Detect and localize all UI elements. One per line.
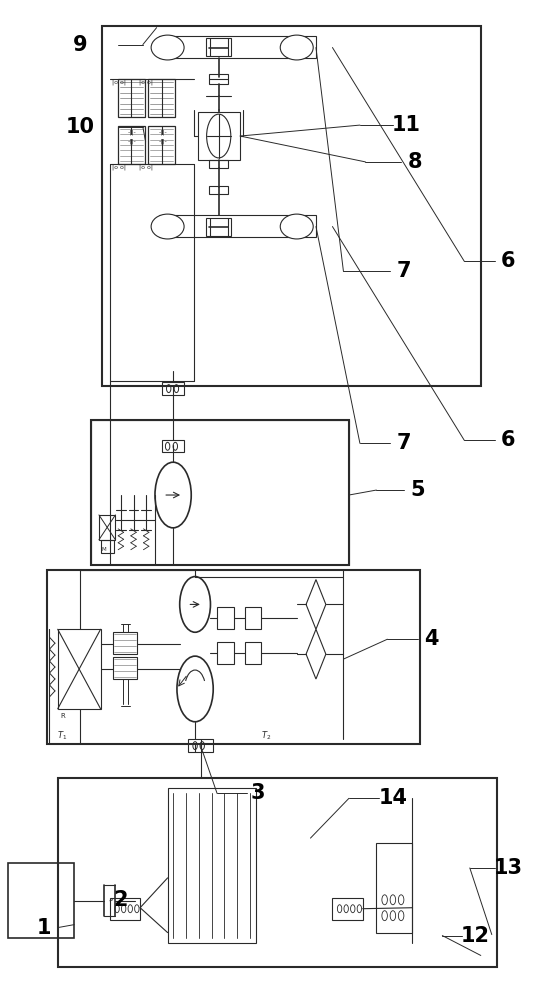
Bar (100, 540, 114, 553)
Text: -||-: -||- (128, 139, 137, 144)
Bar (90, 420, 349, 565)
Bar (102, 26, 481, 386)
Text: 9: 9 (72, 35, 87, 55)
Text: 12: 12 (461, 926, 490, 946)
Text: 6: 6 (501, 251, 516, 271)
Text: |o o|: |o o| (139, 165, 153, 170)
Bar (47, 570, 420, 744)
Bar (8, 863, 74, 938)
Text: |o o|: |o o| (112, 165, 125, 170)
Bar (113, 657, 137, 679)
Text: 3: 3 (251, 783, 265, 803)
Bar (162, 440, 184, 452)
Ellipse shape (151, 214, 184, 239)
Bar (159, 215, 316, 237)
Bar (148, 126, 175, 164)
Text: -||-: -||- (158, 139, 167, 144)
Text: 2: 2 (114, 890, 128, 910)
Text: 10: 10 (65, 117, 94, 137)
Ellipse shape (151, 35, 184, 60)
Bar (162, 382, 184, 395)
Text: 11: 11 (392, 115, 421, 135)
Text: 1: 1 (37, 918, 51, 938)
Bar (110, 898, 140, 920)
Text: R: R (60, 713, 65, 719)
Bar (245, 607, 261, 629)
Text: $T_1$: $T_1$ (57, 730, 67, 742)
Bar (189, 739, 213, 752)
Bar (245, 642, 261, 664)
Bar (198, 112, 240, 160)
Text: 8: 8 (407, 152, 422, 172)
Text: 7: 7 (397, 261, 411, 281)
Ellipse shape (280, 214, 313, 239)
Bar (58, 778, 497, 967)
Bar (206, 218, 231, 236)
Text: 7: 7 (397, 433, 411, 453)
Bar (159, 36, 316, 58)
Bar (217, 642, 234, 664)
Text: -||-: -||- (128, 129, 137, 135)
Text: 13: 13 (494, 858, 523, 878)
Bar (217, 607, 234, 629)
Bar (118, 126, 144, 164)
Bar (118, 79, 144, 117)
Text: 5: 5 (410, 480, 425, 500)
Text: -||-: -||- (158, 129, 167, 135)
Bar (58, 629, 100, 709)
Text: |o o|: |o o| (139, 79, 153, 85)
Text: 14: 14 (379, 788, 407, 808)
Bar (209, 74, 228, 84)
Bar (206, 38, 231, 56)
Bar (209, 186, 228, 194)
Ellipse shape (280, 35, 313, 60)
Bar (168, 788, 255, 943)
Text: |o o|: |o o| (112, 79, 125, 85)
Bar (376, 843, 412, 933)
Bar (99, 515, 115, 540)
Text: 6: 6 (501, 430, 516, 450)
Text: 4: 4 (424, 629, 438, 649)
Text: $T_2$: $T_2$ (261, 730, 271, 742)
Bar (113, 632, 137, 654)
Bar (332, 898, 362, 920)
Text: M: M (102, 547, 107, 552)
Bar (209, 160, 228, 168)
Bar (148, 79, 175, 117)
